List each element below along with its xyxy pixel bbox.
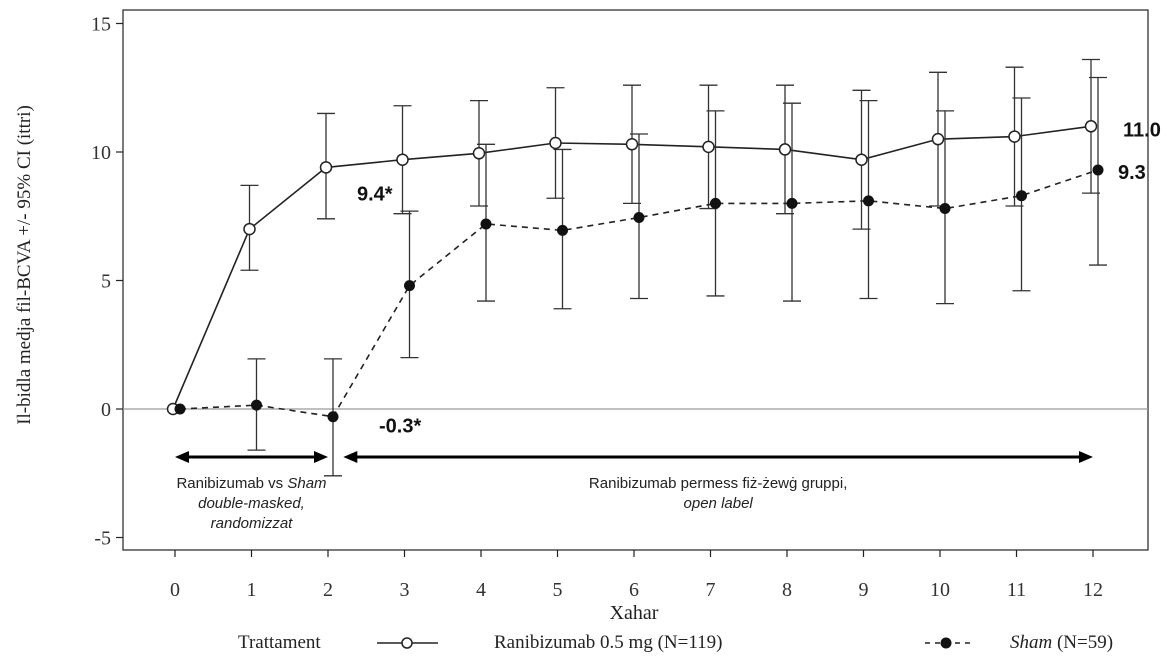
value-annotation: 9.3: [1118, 162, 1146, 184]
sham-data-point: [1092, 164, 1104, 176]
ranibizumab-data-point: [931, 132, 945, 146]
x-tick-label: 11: [1007, 579, 1026, 601]
phase-caption-line3: randomizzat: [211, 515, 294, 532]
sham-data-point: [710, 197, 721, 209]
phase-caption-italic: Sham: [287, 475, 326, 492]
phase-annotations: Ranibizumab vs Sham double-masked, randomi…: [175, 451, 1093, 532]
ranibizumab-data-point: [396, 153, 409, 166]
ranibizumab-data-point: [1084, 120, 1098, 133]
value-annotation: 11.0: [1123, 119, 1161, 141]
sham-data-point: [863, 195, 874, 207]
x-tick-label: 10: [930, 579, 950, 601]
ranibizumab-data-point: [472, 147, 486, 160]
sham-data-point: [557, 224, 568, 236]
phase-caption-line1: Ranibizumab permess fiż-żewġ gruppi,: [589, 475, 847, 492]
legend-swatch-ranibizumab-marker: [401, 637, 413, 649]
y-tick-label: 15: [91, 14, 111, 36]
ranibizumab-data-point: [319, 161, 333, 174]
sham-data-point: [480, 218, 492, 230]
value-labels: 9.4* -0.3* 11.0 9.3: [357, 119, 1161, 437]
phase-caption-line2: open label: [684, 495, 754, 512]
ranibizumab-data-point: [625, 138, 639, 151]
x-tick-label: 5: [553, 579, 563, 601]
x-tick-label: 3: [400, 579, 410, 601]
sham-data-point: [174, 403, 186, 415]
y-tick-label: 10: [91, 142, 111, 164]
value-annotation: 9.4*: [357, 183, 393, 205]
x-tick-label: 0: [170, 579, 180, 601]
sham-data-point: [327, 411, 339, 423]
ranibizumab-data-point: [855, 153, 868, 166]
x-tick-label: 7: [706, 579, 716, 601]
sham-data-point: [786, 197, 798, 209]
x-tick-label: 8: [782, 579, 792, 601]
y-tick-label: 0: [101, 399, 111, 421]
ranibizumab-data-point: [1008, 130, 1021, 143]
sham-data-point: [633, 212, 645, 224]
x-tick-label: 12: [1083, 579, 1103, 601]
y-tick-label: -5: [94, 528, 111, 550]
sham-data-point: [404, 280, 415, 292]
legend-label-sham-italic: Sham: [1010, 632, 1052, 653]
value-annotation: -0.3*: [379, 416, 421, 438]
plot-frame: [122, 9, 1149, 551]
legend: Trattament Ranibizumab 0.5 mg (N=119) Sh…: [238, 632, 1113, 653]
ranibizumab-data-point: [702, 140, 715, 154]
ranibizumab-data-point: [549, 136, 562, 150]
phase-arrow-head-left: [343, 451, 358, 463]
phase-arrow-head-right: [314, 451, 328, 463]
legend-label-sham-rest: (N=59): [1052, 632, 1113, 653]
legend-title: Trattament: [238, 632, 321, 653]
phase-arrow-head-right: [1079, 451, 1093, 463]
legend-swatch-sham-marker: [940, 637, 952, 649]
y-axis-title: Il-bidla medja fil-BCVA +/- 95% CI (ittr…: [14, 105, 35, 425]
legend-label-ranibizumab: Ranibizumab 0.5 mg (N=119): [494, 632, 722, 653]
x-tick-label: 9: [859, 579, 869, 601]
y-tick-label: 5: [101, 271, 111, 293]
sham-data-point: [1016, 190, 1027, 202]
phase-caption-line1: Ranibizumab vs Sham: [176, 475, 326, 492]
x-tick-label: 1: [247, 579, 257, 601]
series-layer: [166, 58, 1107, 477]
sham-data-point: [251, 399, 262, 411]
x-tick-label: 4: [476, 579, 486, 601]
x-axis-title: Xahar: [610, 602, 659, 624]
legend-label-sham: Sham (N=59): [1010, 632, 1113, 653]
x-tick-label: 2: [323, 579, 333, 601]
x-tick-label: 6: [629, 579, 639, 601]
phase-arrow-head-left: [175, 451, 189, 463]
ranibizumab-data-point: [243, 222, 256, 236]
phase-caption-line2: double-masked,: [198, 495, 305, 512]
ranibizumab-data-point: [778, 143, 792, 156]
sham-data-point: [939, 203, 951, 215]
